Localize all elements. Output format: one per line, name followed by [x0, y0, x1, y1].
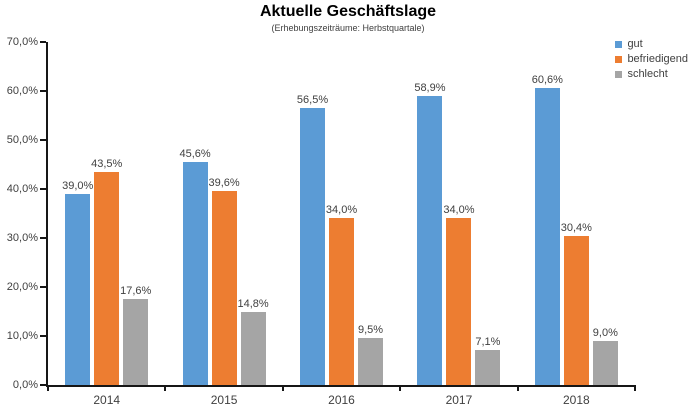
legend-label: befriedigend [627, 53, 688, 65]
bar-value-label: 34,0% [443, 204, 475, 217]
bar-befriedigend-2018: 30,4% [561, 222, 592, 385]
bar-value-label: 9,5% [357, 324, 384, 337]
bar-befriedigend-2014: 43,5% [91, 158, 122, 385]
bar-value-label: 34,0% [325, 204, 358, 217]
y-tick-label: 10,0% [6, 330, 38, 342]
bar-befriedigend-2016: 34,0% [326, 204, 357, 385]
y-tick-mark [40, 89, 46, 92]
x-axis-label-2015: 2015 [210, 393, 238, 406]
x-tick-mark [164, 385, 167, 391]
bar-gut-2014: 39,0% [62, 180, 93, 385]
plot-area: 39,0% 43,5% 17,6% 45,6% 39,6% 14,8% 56,5% 34,0%… [7, 36, 636, 406]
bar-group-2014: 39,0% 43,5% 17,6% [48, 42, 165, 385]
legend-item-schlecht: schlecht [615, 68, 668, 80]
bar-gut-2017: 58,9% [414, 82, 446, 385]
bar-befriedigend-2015: 39,6% [209, 177, 240, 385]
y-tick-mark [40, 236, 46, 239]
bar-schlecht-2017: 7,1% [475, 336, 500, 385]
y-tick-label: 20,0% [6, 281, 38, 293]
x-tick-mark [47, 385, 49, 391]
bar-schlecht-2018: 9,0% [593, 327, 618, 385]
x-axis-label-2014: 2014 [93, 393, 121, 406]
legend-item-gut: gut [615, 38, 643, 50]
bar-value-label: 9,0% [592, 326, 618, 339]
bar-value-label: 45,6% [179, 147, 211, 160]
bar-value-label: 14,8% [237, 298, 269, 311]
x-tick-mark [399, 385, 402, 391]
chart-title: Aktuelle Geschäftslage [259, 3, 437, 20]
bar-value-label: 7,1% [475, 336, 501, 349]
legend-marker-gut [615, 40, 623, 48]
bar-value-label: 56,5% [296, 94, 329, 107]
y-tick-mark [40, 335, 46, 337]
x-tick-mark [634, 385, 636, 391]
y-tick-label: 50,0% [6, 134, 38, 146]
y-tick-label: 60,0% [6, 85, 38, 97]
legend-item-befriedigend: befriedigend [615, 53, 688, 65]
bar-schlecht-2015: 14,8% [238, 298, 269, 385]
bar-gut-2015: 45,6% [180, 148, 211, 385]
bar-value-label: 39,0% [62, 179, 94, 192]
y-tick-label: 30,0% [6, 232, 38, 244]
x-axis-labels: 2014 2015 2016 2017 2018 [48, 393, 635, 406]
legend-label: schlecht [627, 68, 668, 80]
bar-value-label: 43,5% [91, 157, 123, 170]
bar-value-label: 58,9% [414, 82, 446, 95]
bar-schlecht-2014: 17,6% [120, 285, 151, 385]
bar-group-2018: 60,6% 30,4% 9,0% [518, 42, 635, 385]
bar-value-label: 60,6% [531, 74, 563, 87]
bar-value-label: 39,6% [208, 176, 240, 189]
chart-subtitle: (Erhebungszeiträume: Herbstquartale) [271, 23, 425, 33]
bars-container: 39,0% 43,5% 17,6% 45,6% 39,6% 14,8% 56,5% 34,0%… [48, 42, 635, 385]
y-tick-mark [40, 384, 46, 386]
legend-marker-schlecht [615, 70, 623, 78]
y-tick-label: 0,0% [12, 379, 38, 391]
bar-value-label: 30,4% [560, 222, 592, 235]
legend: gut befriedigend schlecht [615, 38, 688, 80]
y-tick-mark [40, 138, 46, 141]
x-axis-label-2018: 2018 [562, 393, 590, 406]
legend-marker-befriedigend [615, 55, 623, 63]
bar-gut-2016: 56,5% [297, 94, 328, 385]
bar-group-2017: 58,9% 34,0% 7,1% [400, 42, 517, 385]
bar-value-label: 17,6% [120, 284, 152, 297]
bar-group-2016: 56,5% 34,0% 9,5% [283, 42, 400, 385]
x-axis-label-2016: 2016 [328, 393, 355, 406]
y-tick-mark [40, 41, 46, 43]
bar-schlecht-2016: 9,5% [358, 324, 383, 385]
bar-group-2015: 45,6% 39,6% 14,8% [165, 42, 282, 385]
y-tick-mark [40, 286, 46, 288]
x-tick-mark [281, 385, 284, 391]
y-tick-mark [40, 188, 46, 190]
x-axis-label-2017: 2017 [445, 393, 473, 406]
y-tick-label: 40,0% [6, 183, 38, 195]
bar-befriedigend-2017: 34,0% [443, 204, 475, 385]
bar-gut-2018: 60,6% [532, 74, 563, 385]
x-tick-mark [516, 385, 519, 391]
legend-label: gut [627, 38, 643, 50]
y-tick-label: 70,0% [6, 36, 38, 48]
